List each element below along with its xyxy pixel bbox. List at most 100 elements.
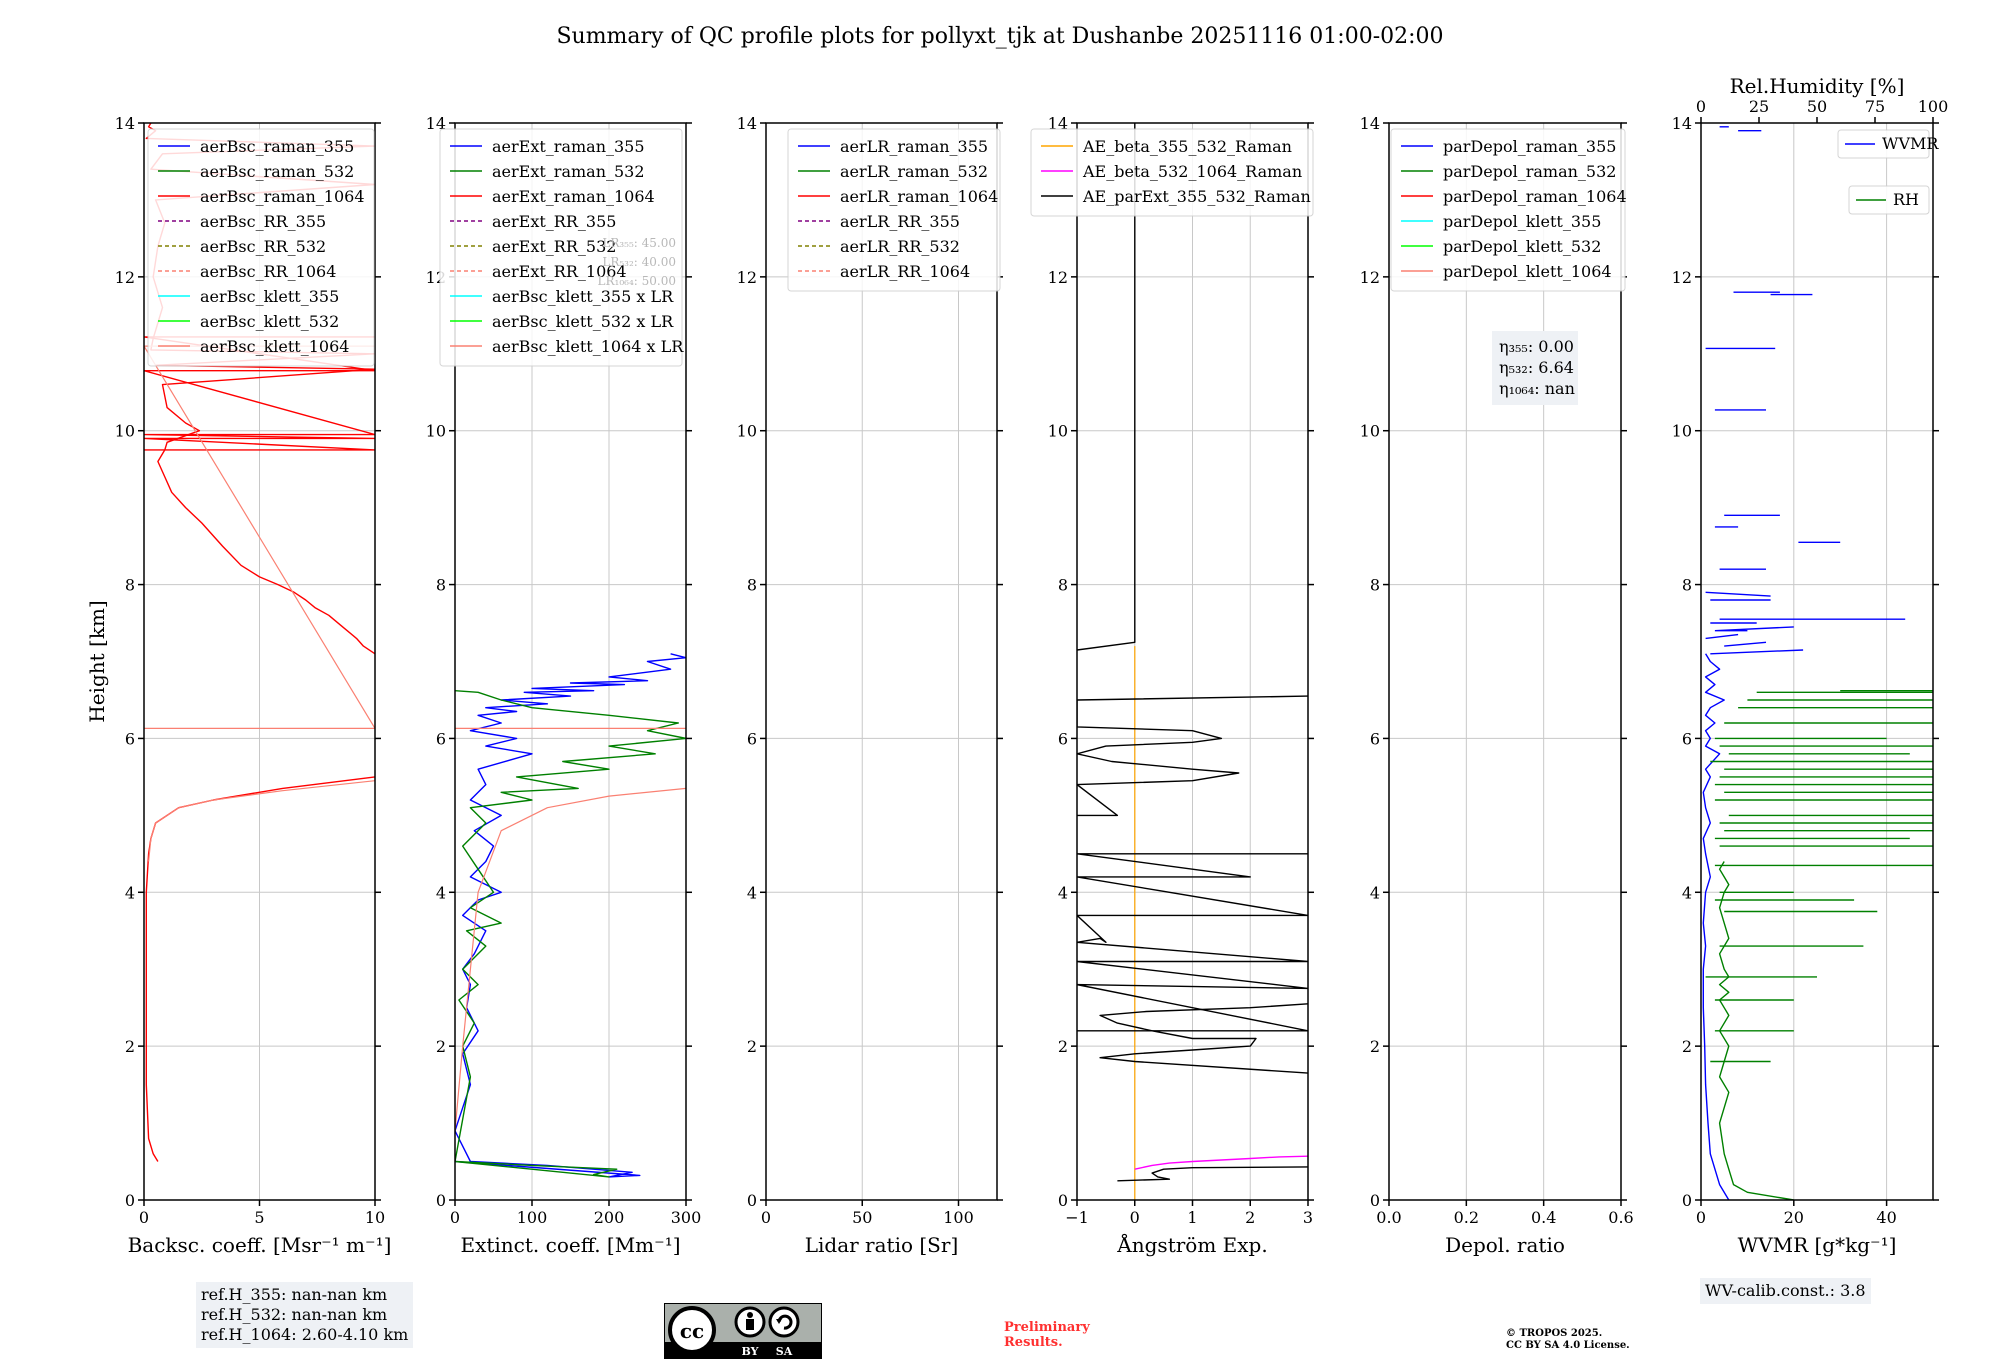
x-axis-label: Lidar ratio [Sr]: [805, 1233, 959, 1257]
y-tick-label: 4: [125, 883, 135, 902]
y-tick-label: 8: [1058, 576, 1068, 595]
y-tick-label: 0: [747, 1191, 757, 1210]
y-tick-label: 2: [1370, 1037, 1380, 1056]
y-tick-label: 4: [1682, 883, 1692, 902]
copyright-line-2: CC BY SA 4.0 License.: [1506, 1340, 1630, 1351]
x-axis-label: Ångström Exp.: [1116, 1232, 1267, 1257]
top-x-tick-label: 25: [1749, 97, 1769, 116]
y-tick-label: 4: [1058, 883, 1068, 902]
y-tick-label: 0: [1058, 1191, 1068, 1210]
y-tick-label: 14: [737, 114, 757, 133]
top-x-tick-label: 50: [1807, 97, 1827, 116]
series-line-aerBsc_klett_1064: [148, 780, 375, 862]
legend-label: WVMR: [1882, 134, 1939, 153]
y-tick-label: 8: [125, 576, 135, 595]
x-tick-label: 10: [365, 1208, 385, 1227]
cc-license-badge: cc BY SA: [664, 1303, 822, 1359]
wv-calib-text: WV-calib.const.: 3.8: [1705, 1281, 1866, 1300]
y-tick-label: 2: [125, 1037, 135, 1056]
copyright-note: © TROPOS 2025. CC BY SA 4.0 License.: [1506, 1328, 1630, 1352]
series-line-WVMR: [1702, 653, 1730, 1200]
y-tick-label: 2: [1682, 1037, 1692, 1056]
series-line-AE_parExt_355_532_Raman_b: [1099, 1003, 1308, 1074]
legend-label: aerBsc_raman_1064: [200, 187, 365, 206]
legend-label: aerLR_raman_1064: [840, 187, 998, 206]
panel-bsc: 0 5 10 0 2 4 6 8 10 12 14 Backsc. coeff. [Msr⁻¹ m⁻¹…: [85, 114, 391, 1257]
x-axis-label: WVMR [g*kg⁻¹]: [1738, 1233, 1897, 1257]
y-tick-label: 0: [436, 1191, 446, 1210]
legend-box: [147, 128, 375, 367]
y-tick-label: 0: [125, 1191, 135, 1210]
y-tick-label: 10: [1360, 422, 1380, 441]
cc-icon: [668, 1306, 716, 1354]
legend-label: AE_beta_532_1064_Raman: [1082, 162, 1302, 181]
legend-label: aerExt_raman_532: [492, 162, 645, 181]
legend-label: aerBsc_RR_355: [200, 212, 326, 231]
y-axis-label: Height [km]: [85, 600, 109, 722]
series-line-AE_parExt_355_532_Raman_c: [1077, 853, 1308, 1032]
x-tick-label: 50: [852, 1208, 872, 1227]
x-tick-label: 20: [1784, 1208, 1804, 1227]
y-tick-label: 10: [426, 422, 446, 441]
y-tick-label: 14: [1048, 114, 1068, 133]
y-tick-label: 12: [1672, 268, 1692, 287]
legend-label: aerBsc_klett_1064 x LR: [492, 337, 684, 356]
y-tick-label: 4: [1370, 883, 1380, 902]
eta-box: [1492, 331, 1578, 405]
legend-box: [1837, 129, 1930, 159]
legend-label: aerLR_raman_355: [840, 137, 988, 156]
legend-label: aerExt_RR_532: [492, 237, 616, 256]
y-tick-label: 10: [1048, 422, 1068, 441]
legend-label: parDepol_raman_355: [1443, 137, 1616, 156]
y-tick-label: 0: [1682, 1191, 1692, 1210]
legend-label: AE_beta_355_532_Raman: [1082, 137, 1292, 156]
y-tick-label: 0: [1370, 1191, 1380, 1210]
series-line-AE_parExt_355_532_Raman: [1117, 1166, 1308, 1182]
axes-frame: [454, 122, 687, 1201]
legend-box: [1030, 128, 1314, 217]
x-tick-label: 300: [671, 1208, 702, 1227]
x-tick-label: 0: [139, 1208, 149, 1227]
top-x-axis-label: Rel.Humidity [%]: [1730, 74, 1905, 98]
y-tick-label: 6: [747, 729, 757, 748]
ref-height-532: ref.H_532: nan-nan km: [201, 1305, 388, 1324]
cc-by-label: BY: [742, 1345, 759, 1358]
svg-text:cc: cc: [680, 1319, 704, 1343]
legend-box: [1848, 185, 1930, 215]
series-line-RH_segments: [1705, 690, 1933, 1063]
y-tick-label: 6: [1058, 729, 1068, 748]
legend-label: aerBsc_klett_355 x LR: [492, 287, 674, 306]
x-tick-label: 0.2: [1454, 1208, 1479, 1227]
x-axis-label: Extinct. coeff. [Mm⁻¹]: [460, 1233, 680, 1257]
eta-label: η₃₅₅: 0.00: [1499, 337, 1574, 356]
series-line-AE_parExt_355_532_Raman_e: [1077, 123, 1136, 651]
panel-wv: 0 20 40 0 2 4 6 8 10 12 14 WVMR [g*kg⁻¹] 0 25 50 75 100 R…: [1672, 74, 1949, 1257]
panel-depol: 0.0 0.2 0.4 0.6 0 2 4 6 8 10 12 14 Depol. ratio parDe…: [1360, 114, 1634, 1257]
series-line-AE_parExt_355_532_Raman_d: [1077, 695, 1308, 817]
legend-label: aerBsc_klett_355: [200, 287, 339, 306]
legend-label: parDepol_raman_1064: [1443, 187, 1627, 206]
ref-height-355: ref.H_355: nan-nan km: [201, 1285, 388, 1304]
legend-label: parDepol_klett_532: [1443, 237, 1601, 256]
y-tick-label: 2: [436, 1037, 446, 1056]
y-tick-label: 6: [1682, 729, 1692, 748]
legend-label: aerBsc_RR_1064: [200, 262, 336, 281]
legend-label: aerBsc_RR_532: [200, 237, 326, 256]
legend-label: aerLR_RR_1064: [840, 262, 970, 281]
preliminary-line-2: Results.: [1004, 1335, 1063, 1350]
y-tick-label: 4: [747, 883, 757, 902]
y-tick-label: 14: [1672, 114, 1692, 133]
series-group: [455, 653, 686, 1178]
legend-label: parDepol_klett_355: [1443, 212, 1601, 231]
eta-label: η₅₃₂: 6.64: [1499, 358, 1574, 377]
legend-label: aerLR_raman_532: [840, 162, 988, 181]
sa-share-icon: [768, 1306, 800, 1338]
y-tick-label: 14: [426, 114, 446, 133]
preliminary-line-1: Preliminary: [1004, 1320, 1090, 1335]
y-tick-label: 10: [737, 422, 757, 441]
series-line-aerExt_raman_532: [455, 690, 686, 1178]
series-line-WVMR_segments: [1705, 126, 1906, 655]
